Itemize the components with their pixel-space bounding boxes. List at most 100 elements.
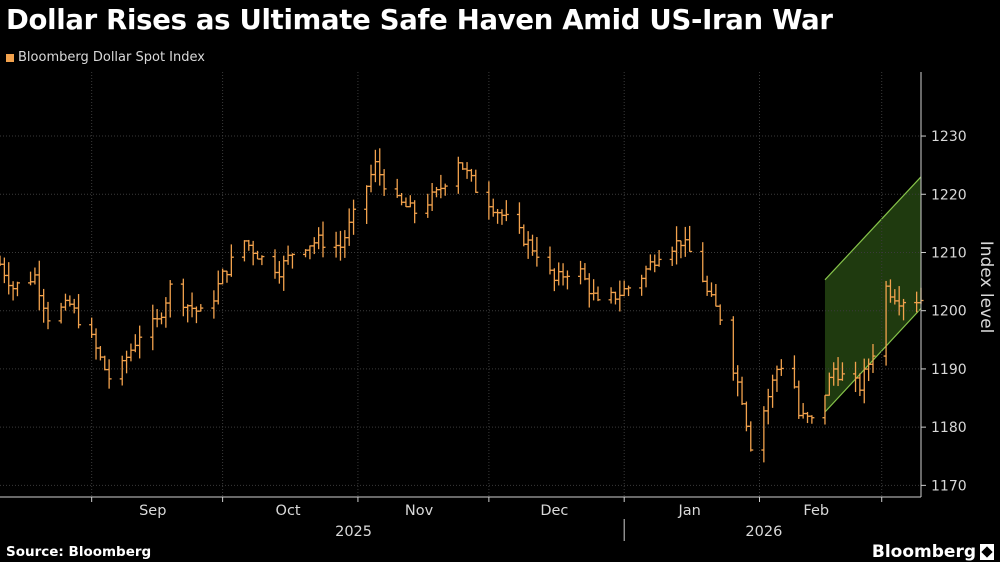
ohlc-bar	[717, 304, 723, 326]
ohlc-bar	[289, 253, 295, 269]
x-tick-label: Dec	[540, 503, 568, 519]
ohlc-bar	[735, 365, 741, 397]
y-tick-label: 1230	[931, 129, 967, 145]
ohlc-bar	[643, 265, 649, 288]
ohlc-bar	[739, 376, 745, 406]
ohlc-bar	[805, 411, 811, 424]
ohlc-bar	[368, 164, 374, 193]
y-tick-label: 1210	[931, 245, 967, 261]
ohlc-bar	[521, 224, 527, 247]
ohlc-bar	[137, 325, 143, 359]
ohlc-bar	[473, 169, 479, 193]
ohlc-bar	[333, 231, 339, 258]
ohlc-bar	[586, 273, 592, 308]
ohlc-bar	[626, 285, 632, 297]
ohlc-bar	[547, 246, 553, 275]
ohlc-bar	[45, 301, 51, 330]
ohlc-bar	[346, 208, 352, 246]
ohlc-bar	[150, 304, 156, 351]
ohlc-bar	[490, 198, 496, 217]
ohlc-bar	[809, 415, 815, 424]
ohlc-bar	[6, 262, 12, 295]
ohlc-bar	[394, 178, 400, 198]
x-tick-label: Feb	[803, 503, 829, 519]
ohlc-bar	[433, 186, 439, 198]
ohlc-bar	[468, 168, 474, 182]
ohlc-bar	[595, 286, 601, 302]
ohlc-bar	[364, 185, 370, 224]
ohlc-bar	[761, 406, 767, 463]
ohlc-bar	[800, 403, 806, 419]
ohlc-bar	[687, 225, 693, 253]
ohlc-bar	[442, 183, 448, 196]
y-axis-label: Index level	[976, 241, 996, 334]
ohlc-bar	[307, 245, 313, 260]
ohlc-bar	[839, 362, 845, 381]
channel-upper-line	[824, 176, 922, 281]
legend-swatch	[6, 53, 14, 62]
ohlc-bar	[10, 281, 16, 301]
ohlc-bar	[32, 267, 38, 285]
ohlc-bar	[14, 281, 20, 297]
ohlc-bar	[220, 268, 226, 285]
ohlc-bar	[132, 334, 138, 353]
ohlc-bar	[62, 293, 68, 311]
ohlc-bar	[377, 148, 383, 186]
ohlc-bar	[259, 255, 265, 266]
ohlc-bar	[791, 355, 797, 389]
ohlc-bar	[154, 309, 160, 328]
axes: 1170 1180 1190 1200 1210 1220 1230 Sep Oct Nov Dec…	[0, 72, 967, 541]
y-tick-label: 1170	[931, 478, 967, 494]
ohlc-bar	[503, 200, 509, 222]
ohlc-bar	[381, 169, 387, 196]
ohlc-bar	[36, 260, 42, 311]
ohlc-bar	[102, 355, 108, 371]
ohlc-bar	[281, 255, 287, 291]
ohlc-bar	[276, 261, 282, 284]
ohlc-bar	[250, 240, 256, 266]
ohlc-bar	[189, 292, 195, 318]
ohlc-bar	[351, 199, 357, 235]
ohlc-bar	[76, 294, 82, 329]
x-year-label: 2026	[745, 524, 782, 540]
ohlc-bar	[678, 240, 684, 259]
x-tick-label: Oct	[276, 503, 301, 519]
ohlc-bar	[525, 231, 531, 259]
ohlc-bar	[608, 287, 614, 304]
ohlc-bar	[246, 239, 252, 251]
ohlc-bar	[211, 290, 217, 319]
brand-mark-icon	[980, 544, 994, 560]
ohlc-bar	[704, 275, 710, 296]
ohlc-bar	[106, 359, 112, 389]
ohlc-bar	[425, 193, 431, 218]
ohlc-bar	[224, 270, 230, 283]
ohlc-bar	[58, 302, 64, 324]
ohlc-bar	[198, 304, 204, 312]
ohlc-bar	[407, 195, 413, 208]
ohlc-bar	[556, 262, 562, 286]
ohlc-bar	[438, 174, 444, 199]
ohlc-bar	[516, 202, 522, 234]
ohlc-bar	[674, 226, 680, 265]
ohlc-bar	[551, 268, 557, 292]
ohlc-bar	[180, 278, 186, 317]
ohlc-bar	[560, 263, 566, 286]
ohlc-bar	[193, 306, 199, 324]
x-tick-label: Jan	[677, 503, 700, 519]
ohlc-bar	[215, 270, 221, 305]
ohlc-bar	[311, 237, 317, 255]
x-tick-label: Nov	[405, 503, 434, 519]
x-tick-label: Sep	[139, 503, 166, 519]
source-note: Source: Bloomberg	[6, 544, 152, 560]
y-tick-label: 1200	[931, 304, 967, 320]
ohlc-bar	[700, 242, 706, 283]
ohlc-bar	[342, 230, 348, 258]
ohlc-bar	[372, 149, 378, 183]
ohlc-bar	[591, 279, 597, 301]
ohlc-bar	[499, 209, 505, 225]
ohlc-bar	[464, 162, 470, 179]
ohlc-bar	[337, 230, 343, 261]
x-year-label: 2025	[335, 524, 372, 540]
ohlc-bar	[486, 181, 492, 220]
